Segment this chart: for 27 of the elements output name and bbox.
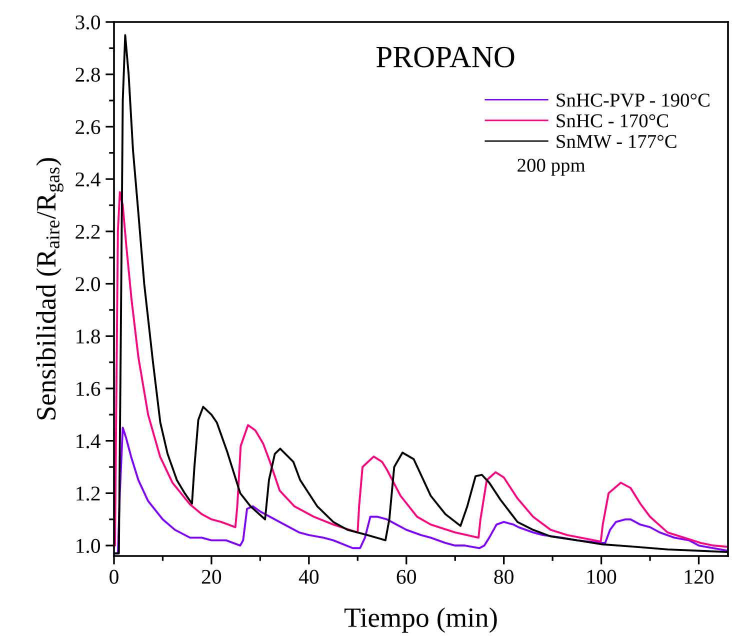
y-tick-label: 2.6: [76, 120, 100, 134]
y-tick-label: 1.4: [76, 434, 100, 448]
x-tick-label: 60: [396, 570, 416, 584]
y-tick-label: 2.0: [76, 277, 100, 292]
annotation: 200 ppm: [518, 158, 586, 176]
legend-label: SnHC-PVP - 190°C: [556, 94, 710, 107]
line-series: [114, 426, 728, 554]
x-tick-label: 80: [494, 570, 514, 584]
y-tick-label: 2.4: [76, 172, 100, 187]
x-tick-label: 120: [684, 570, 714, 584]
legend-label: SnHC - 170°C: [556, 114, 668, 128]
y-tick-label: 2.8: [76, 68, 100, 82]
y-tick-label: 1.0: [76, 538, 100, 554]
y-tick-label: 2.2: [76, 224, 100, 239]
y-tick-label: 1.2: [76, 486, 100, 501]
x-tick-label: 40: [298, 570, 319, 584]
text: PROPANO: [376, 46, 514, 68]
x-tick-label: 100: [588, 570, 616, 584]
x-axis-title: Tiempo (min): [344, 608, 497, 633]
x-tick-label: 0: [110, 570, 118, 584]
y-axis-title: Sensibilidad (R$_{aire}$/R$_{gas}$): [36, 158, 64, 420]
y-tick-label: 1.6: [76, 382, 100, 396]
x-tick-label: 20: [202, 570, 222, 584]
line-series: [114, 191, 728, 548]
y-tick-label: 3.0: [76, 15, 100, 30]
legend-label: SnMW - 177°C: [556, 134, 676, 148]
y-tick-label: 1.8: [76, 329, 100, 344]
